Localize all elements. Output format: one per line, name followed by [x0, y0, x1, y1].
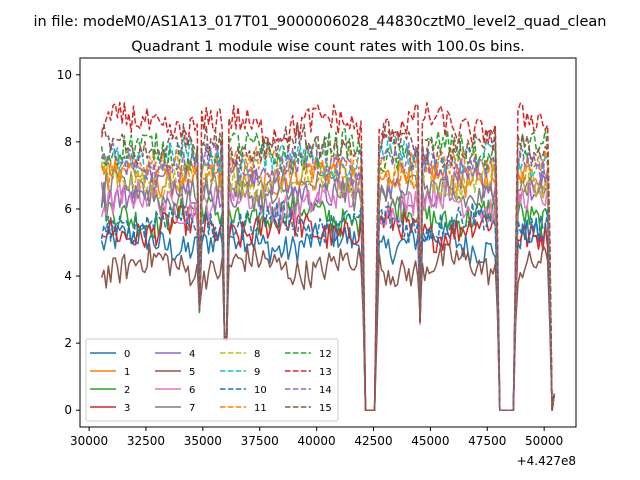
x-tick-label: 35000 — [184, 434, 222, 448]
series-line-7 — [100, 168, 556, 411]
legend-label-5: 5 — [189, 367, 195, 378]
x-offset-label: +4.427e8 — [517, 454, 576, 468]
legend-label-1: 1 — [124, 367, 130, 378]
series-line-11 — [100, 145, 556, 411]
x-tick-label: 42500 — [354, 434, 392, 448]
legend-label-9: 9 — [254, 367, 260, 378]
x-tick-label: 37500 — [241, 434, 279, 448]
x-tick-label: 32500 — [127, 434, 165, 448]
legend-label-14: 14 — [319, 385, 332, 396]
series-line-14 — [100, 141, 556, 411]
legend-label-10: 10 — [254, 385, 267, 396]
y-tick-label: 4 — [64, 269, 72, 283]
chart-suptitle: in file: modeM0/AS1A13_017T01_9000006028… — [34, 14, 607, 30]
legend-label-15: 15 — [319, 403, 332, 414]
x-tick-label: 47500 — [468, 434, 506, 448]
series-line-2 — [100, 192, 556, 411]
series-line-10 — [100, 200, 556, 411]
legend-box — [85, 338, 339, 422]
legend-label-6: 6 — [189, 385, 195, 396]
plot-area — [100, 101, 556, 411]
legend-label-12: 12 — [319, 349, 332, 360]
x-tick-label: 45000 — [411, 434, 449, 448]
legend-label-3: 3 — [124, 403, 130, 414]
y-tick-label: 2 — [64, 336, 72, 350]
series-line-6 — [100, 179, 556, 411]
y-tick-label: 10 — [57, 68, 72, 82]
chart-title: Quadrant 1 module wise count rates with … — [131, 39, 525, 55]
x-tick-label: 40000 — [298, 434, 336, 448]
x-tick-label: 50000 — [525, 434, 563, 448]
legend-label-7: 7 — [189, 403, 195, 414]
legend-label-8: 8 — [254, 349, 260, 360]
legend-label-2: 2 — [124, 385, 130, 396]
legend-label-0: 0 — [124, 349, 130, 360]
y-tick-label: 6 — [64, 202, 72, 216]
series-line-13 — [100, 101, 556, 411]
y-tick-label: 8 — [64, 135, 72, 149]
series-line-5 — [100, 242, 556, 411]
axes: 30000 32500 35000 37500 40000 42500 45000 47500… — [57, 68, 564, 448]
series-line-4 — [100, 165, 556, 411]
series-line-15 — [100, 122, 556, 411]
axes-frame — [79, 57, 577, 428]
legend-label-11: 11 — [254, 403, 267, 414]
x-tick-label: 30000 — [70, 434, 108, 448]
legend-label-13: 13 — [319, 367, 332, 378]
legend-label-4: 4 — [189, 349, 195, 360]
y-tick-label: 0 — [64, 403, 72, 417]
